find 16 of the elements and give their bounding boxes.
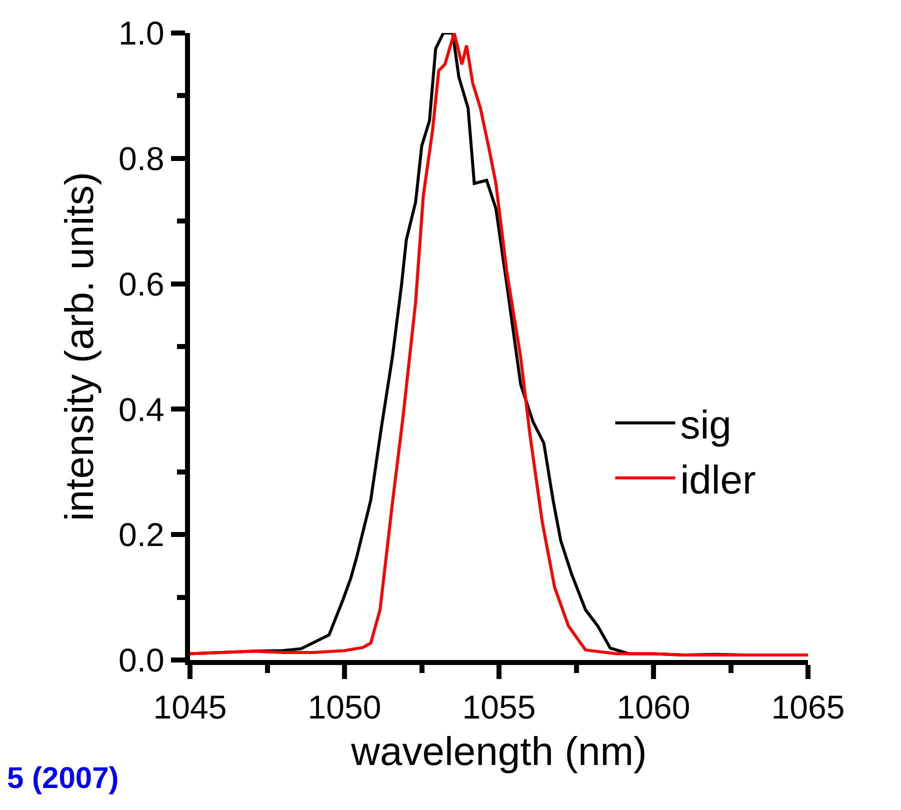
- x-tick-label: 1065: [771, 688, 845, 726]
- y-tick-label: 0.8: [118, 140, 164, 177]
- y-tick-label: 0.4: [118, 390, 164, 428]
- x-axis-title: wavelength (nm): [350, 730, 647, 774]
- y-tick-label: 0.6: [118, 265, 164, 302]
- y-tick-label: 1.0: [118, 14, 164, 52]
- x-tick-label: 1060: [616, 688, 690, 726]
- x-tick-label: 1055: [462, 688, 536, 726]
- y-axis-title: intensity (arb. units): [58, 172, 102, 522]
- legend-label: idler: [680, 458, 756, 502]
- text: 5 (2007): [7, 762, 119, 795]
- y-tick-label: 0.0: [118, 642, 164, 679]
- x-tick-label: 1045: [153, 688, 227, 726]
- legend-label: sig: [680, 403, 732, 448]
- y-tick-label: 0.2: [118, 516, 164, 554]
- x-tick-label: 1050: [308, 688, 382, 726]
